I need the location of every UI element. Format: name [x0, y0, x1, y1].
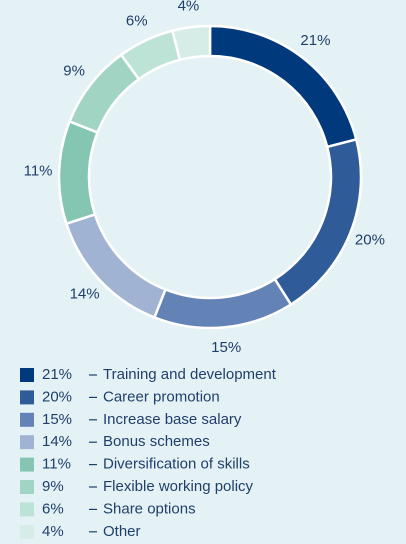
slice-label: 4% — [178, 0, 200, 14]
legend-label: Career promotion — [103, 388, 220, 405]
legend-swatch — [20, 390, 34, 405]
donut-slice — [273, 137, 363, 307]
legend-value: 4% — [42, 523, 64, 540]
donut-slice — [152, 277, 293, 330]
legend-value: 6% — [42, 500, 64, 517]
legend-swatch — [20, 457, 34, 472]
legend-value: 21% — [42, 366, 72, 383]
donut-slice — [208, 24, 358, 149]
legend-swatch — [20, 412, 34, 427]
legend-value: 15% — [42, 411, 72, 428]
legend-swatch — [20, 368, 34, 382]
legend-swatch — [20, 502, 34, 517]
slice-label: 9% — [63, 63, 85, 80]
legend-label: Bonus schemes — [103, 433, 210, 450]
legend-swatch — [20, 524, 34, 539]
legend-label: Training and development — [103, 366, 277, 383]
legend-value: 11% — [42, 456, 71, 473]
slice-label: 14% — [70, 286, 100, 303]
legend-value: 9% — [42, 478, 64, 495]
donut-slice — [170, 24, 212, 62]
legend-label: Share options — [103, 500, 196, 517]
legend-label: Flexible working policy — [103, 478, 254, 495]
slice-label: 11% — [24, 163, 53, 180]
slice-label: 21% — [300, 32, 330, 49]
legend-label: Increase base salary — [103, 411, 242, 428]
legend-swatch — [20, 435, 34, 450]
slice-label: 15% — [211, 339, 241, 356]
legend-label: Diversification of skills — [103, 456, 250, 473]
donut-slice — [57, 119, 100, 226]
slice-label: 20% — [355, 231, 385, 248]
legend-swatch — [20, 480, 34, 494]
legend-value: 20% — [42, 388, 72, 405]
legend-value: 14% — [42, 433, 72, 450]
slice-label: 6% — [126, 12, 148, 29]
legend-label: Other — [103, 523, 141, 540]
